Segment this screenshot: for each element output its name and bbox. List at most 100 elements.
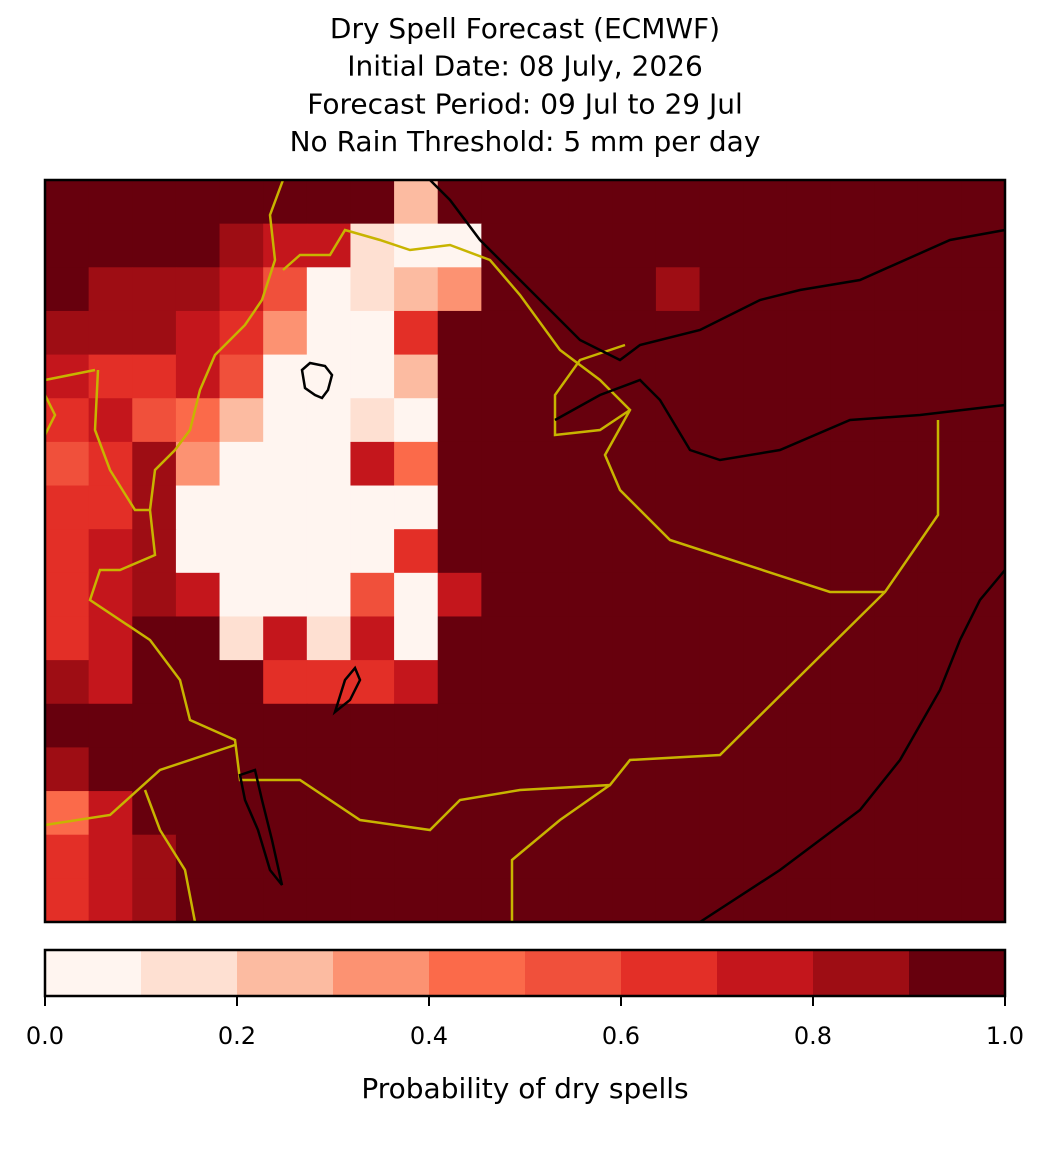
- grid-cell: [394, 703, 439, 748]
- border: [282, 228, 885, 594]
- title-line: No Rain Threshold: 5 mm per day: [290, 125, 761, 158]
- grid-cell: [568, 660, 613, 705]
- grid-cell: [88, 703, 133, 748]
- grid-cell: [655, 747, 701, 792]
- grid-cell: [481, 310, 526, 356]
- grid-cell: [350, 747, 395, 792]
- grid-cell: [525, 485, 570, 530]
- grid-cell: [830, 834, 875, 879]
- colorbar-tick-label: 0.0: [26, 1022, 64, 1050]
- grid-cell: [132, 180, 177, 225]
- grid-cell: [88, 660, 133, 705]
- grid-cell: [306, 834, 351, 879]
- grid-cell: [961, 660, 1006, 705]
- grid-cell: [219, 660, 264, 705]
- grid-cell: [786, 223, 831, 268]
- grid-cell: [699, 834, 744, 879]
- grid-cell: [481, 834, 526, 879]
- grid-cell: [786, 878, 831, 923]
- grid-cell: [481, 441, 526, 487]
- grid-cell: [45, 747, 90, 792]
- grid-cell: [219, 878, 264, 923]
- grid-cell: [874, 878, 919, 923]
- grid-cell: [132, 616, 177, 661]
- grid-cell: [525, 791, 570, 836]
- grid-cell: [481, 485, 526, 530]
- border: [553, 343, 631, 437]
- grid-cell: [917, 354, 962, 399]
- grid-cell: [655, 791, 701, 836]
- grid-cell: [132, 223, 177, 268]
- grid-cell: [219, 398, 264, 443]
- grid-cell: [917, 485, 962, 530]
- grid-cell: [612, 791, 657, 836]
- grid-cell: [306, 310, 351, 356]
- grid-cell: [961, 485, 1006, 530]
- border: [43, 394, 57, 436]
- grid-cell: [612, 529, 657, 574]
- grid-cell: [132, 878, 177, 923]
- grid-cell: [437, 572, 482, 617]
- grid-cell: [219, 572, 264, 617]
- grid-cell: [699, 660, 744, 705]
- grid-cell: [699, 878, 744, 923]
- grid-cell: [874, 660, 919, 705]
- grid-cell: [88, 223, 133, 268]
- grid-cell: [612, 703, 657, 748]
- grid-cell: [394, 398, 439, 443]
- colorbar: 0.0 0.2 0.4 0.6 0.8 1.0: [26, 950, 1024, 1050]
- grid-cell: [830, 267, 875, 312]
- grid-cell: [88, 529, 133, 574]
- grid-cell: [481, 354, 526, 399]
- grid-cell: [306, 398, 351, 443]
- grid-cell: [45, 660, 90, 705]
- grid-cell: [394, 354, 439, 399]
- grid-cell: [394, 267, 439, 312]
- grid-cell: [263, 441, 308, 487]
- grid-cell: [612, 398, 657, 443]
- grid-cell: [219, 441, 264, 487]
- grid-cell: [830, 703, 875, 748]
- grid-cell: [263, 310, 308, 356]
- grid-cell: [394, 529, 439, 574]
- grid-cell: [874, 791, 919, 836]
- grid-cell: [88, 572, 133, 617]
- grid-cell: [743, 398, 788, 443]
- grid-cell: [350, 223, 395, 268]
- grid-cell: [45, 310, 90, 356]
- grid-cell: [350, 485, 395, 530]
- grid-cell: [437, 354, 482, 399]
- grid-cell: [219, 834, 264, 879]
- grid-cell: [874, 529, 919, 574]
- grid-cell: [132, 834, 177, 879]
- grid-cell: [350, 572, 395, 617]
- grid-cell: [525, 223, 570, 268]
- colorbar-tick-label: 0.8: [794, 1022, 832, 1050]
- grid-cell: [917, 878, 962, 923]
- grid-cell: [743, 310, 788, 356]
- grid-cell: [917, 441, 962, 487]
- grid-cell: [786, 398, 831, 443]
- grid-cell: [786, 310, 831, 356]
- grid-cell: [263, 703, 308, 748]
- grid-cell: [394, 441, 439, 487]
- grid-cell: [175, 223, 221, 268]
- grid-cell: [917, 398, 962, 443]
- grid-cell: [612, 572, 657, 617]
- grid-cell: [175, 747, 221, 792]
- grid-cell: [786, 180, 831, 225]
- grid-cell: [394, 180, 439, 225]
- grid-cell: [175, 878, 221, 923]
- grid-cell: [874, 180, 919, 225]
- grid-cell: [699, 485, 744, 530]
- grid-cell: [350, 703, 395, 748]
- grid-cell: [437, 703, 482, 748]
- grid-cell: [612, 441, 657, 487]
- grid-cell: [568, 398, 613, 443]
- grid-cell: [612, 616, 657, 661]
- grid-cell: [306, 878, 351, 923]
- grid-cells: [45, 180, 1006, 923]
- grid-cell: [88, 834, 133, 879]
- grid-cell: [132, 354, 177, 399]
- grid-cell: [45, 878, 90, 923]
